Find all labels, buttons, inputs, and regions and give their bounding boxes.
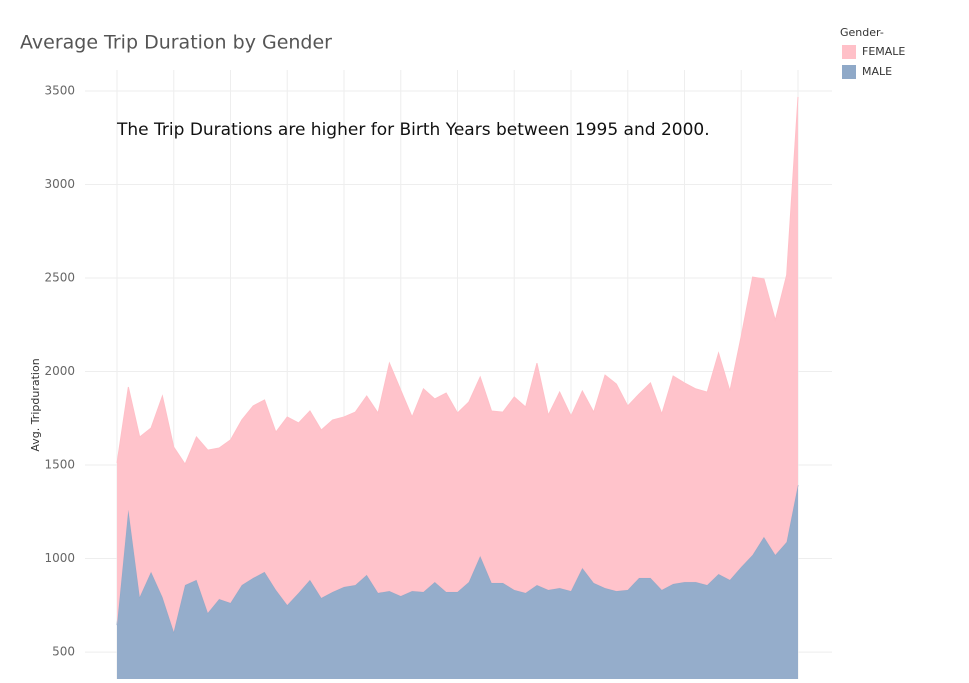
y-axis-label: Avg. Tripduration bbox=[29, 358, 42, 451]
y-tick-label: 2000 bbox=[44, 364, 75, 378]
y-tick-label: 2500 bbox=[44, 270, 75, 284]
area bbox=[117, 485, 798, 679]
legend-swatch bbox=[842, 65, 856, 79]
chart-title: Average Trip Duration by Gender bbox=[20, 32, 332, 54]
legend-title: Gender- bbox=[840, 26, 884, 39]
y-tick-label: 3000 bbox=[44, 177, 75, 191]
area bbox=[117, 96, 798, 633]
legend-label: FEMALE bbox=[862, 45, 905, 58]
y-tick-label: 1000 bbox=[44, 551, 75, 565]
y-tick-label: 3500 bbox=[44, 83, 75, 97]
area-edge bbox=[116, 96, 799, 466]
y-tick-label: 500 bbox=[52, 645, 75, 659]
annotation: The Trip Durations are higher for Birth … bbox=[116, 120, 710, 140]
y-tick-label: 1500 bbox=[44, 458, 75, 472]
legend-swatch bbox=[842, 45, 856, 59]
legend-label: MALE bbox=[862, 65, 892, 78]
